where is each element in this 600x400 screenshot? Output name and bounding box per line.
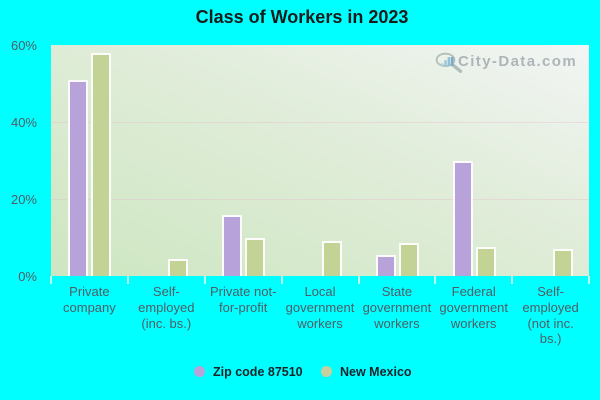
svg-text:City-Data.com: City-Data.com — [458, 53, 577, 70]
